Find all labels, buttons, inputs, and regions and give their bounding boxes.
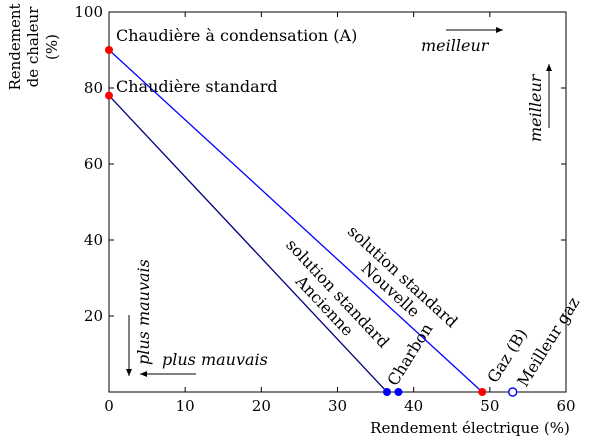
- data-point-marker: [478, 388, 487, 396]
- plot-frame: [108, 11, 567, 393]
- label-better-up: meilleur: [526, 73, 545, 142]
- x-tick-label: 60: [556, 397, 575, 415]
- y-axis-label-line3: (%): [43, 34, 61, 60]
- data-point-marker: [383, 388, 392, 396]
- arrow-worse-down: [126, 315, 132, 376]
- y-tick-label: 20: [84, 307, 103, 325]
- x-tick-label: 10: [176, 397, 195, 415]
- data-point-marker: [105, 46, 113, 54]
- series-line-old-standard: [108, 95, 388, 393]
- x-tick-label: 40: [404, 397, 423, 415]
- label-worse-left: plus mauvais: [162, 350, 268, 369]
- y-axis-label-line2: de chaleur: [24, 6, 42, 88]
- series-line-new-standard: [108, 49, 483, 393]
- x-axis-ticks: 0 10 20 30 40 50 60: [104, 12, 576, 415]
- label-condensing-boiler: Chaudière à condensation (A): [116, 26, 357, 45]
- x-tick-label: 0: [104, 397, 114, 415]
- arrow-worse-left: [140, 371, 196, 377]
- arrow-better-right: [446, 27, 503, 33]
- y-tick-label: 80: [84, 79, 103, 97]
- label-better-right: meilleur: [421, 36, 490, 55]
- y-tick-label: 100: [74, 3, 103, 21]
- data-point-marker: [394, 388, 403, 396]
- y-axis-label-line1: Rendement: [6, 3, 24, 90]
- arrow-better-up: [546, 64, 552, 128]
- x-axis-label: Rendement électrique (%): [370, 419, 570, 437]
- y-tick-label: 60: [84, 155, 103, 173]
- data-point-marker: [507, 387, 518, 397]
- x-tick-label: 20: [252, 397, 271, 415]
- y-tick-label: 40: [84, 231, 103, 249]
- label-coal: Charbon: [383, 320, 436, 389]
- label-standard-boiler: Chaudière standard: [116, 77, 278, 96]
- label-worse-down: plus mauvais: [134, 259, 153, 365]
- y-axis-ticks: 20 40 60 80 100: [74, 3, 566, 325]
- data-point-marker: [105, 91, 113, 100]
- x-tick-label: 50: [480, 397, 499, 415]
- x-tick-label: 30: [328, 397, 347, 415]
- data-markers: [105, 46, 518, 397]
